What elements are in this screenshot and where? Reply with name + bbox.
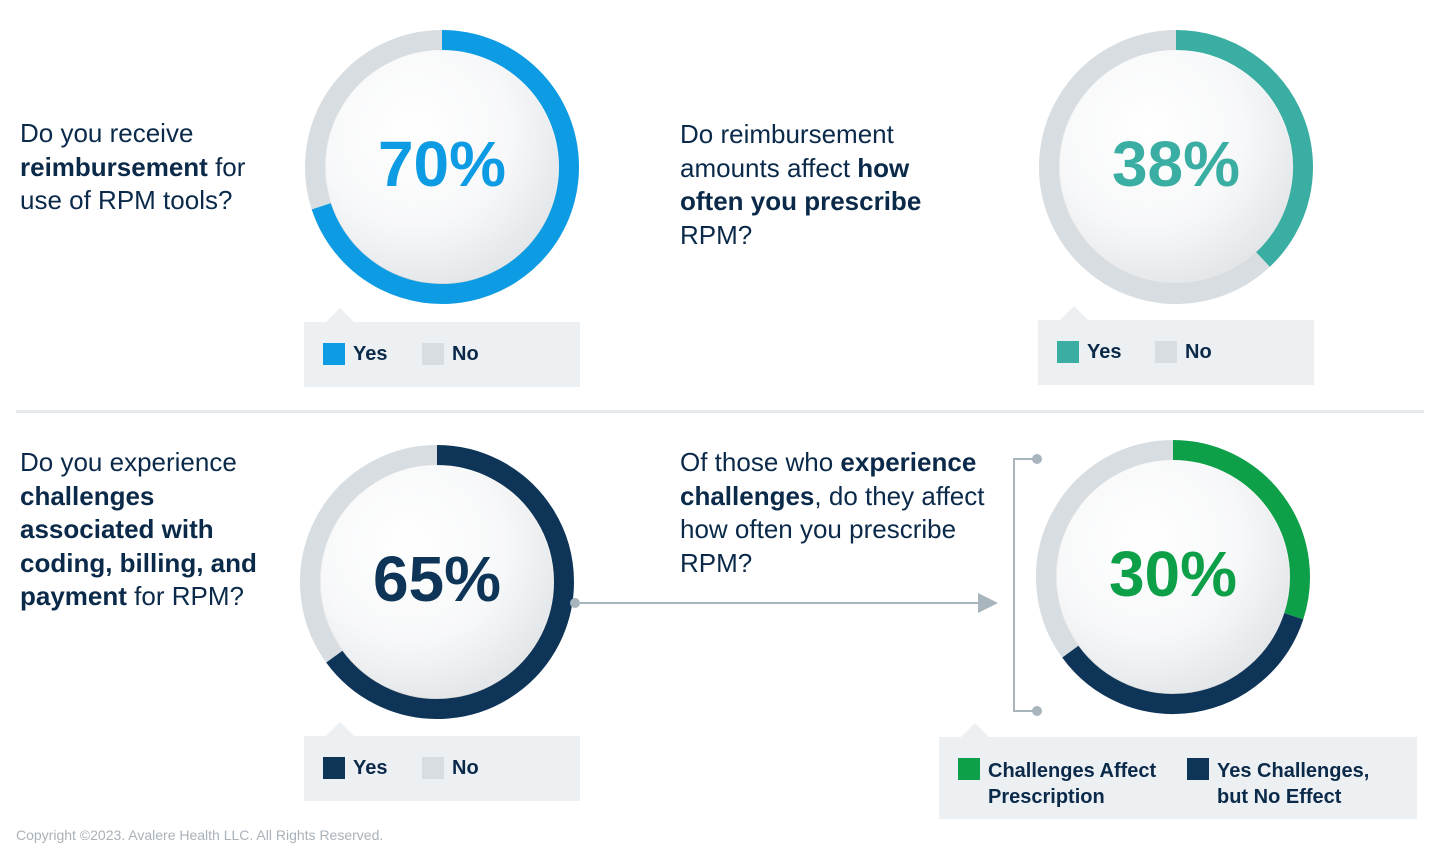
legend-label-challenges-affect: Challenges Affect Prescription	[988, 760, 1157, 808]
legend-item-yes: Yes	[323, 343, 387, 366]
donut-segment-no	[300, 445, 438, 663]
question-challenges-effect: Of those who experience challenges, do t…	[680, 446, 1005, 580]
legend-item-no: No	[1155, 341, 1212, 364]
donut-segment-yes	[311, 30, 579, 304]
legend-label-no-effect: Yes Challenges, but No Effect	[1217, 760, 1370, 808]
question-prescribing-frequency: Do reimbursement amounts affect how ofte…	[680, 118, 930, 252]
legend-challenges-effect: Challenges Affect Prescription Yes Chall…	[939, 723, 1417, 819]
question-text: Do you receive	[20, 118, 194, 148]
legend-swatch-no	[1155, 341, 1177, 363]
donut-center-label: 30%	[1109, 538, 1237, 610]
legend-item-yes: Yes	[1057, 341, 1121, 364]
legend-label-yes: Yes	[1087, 341, 1122, 363]
question-text: Of those who	[680, 447, 841, 477]
legend-challenges: Yes No	[304, 722, 580, 801]
legend-label-yes: Yes	[353, 757, 388, 779]
legend-swatch-no-effect	[1187, 758, 1209, 780]
question-text: Do reimbursement amounts affect	[680, 119, 894, 183]
legend-item-no: No	[422, 343, 479, 366]
legend-swatch-challenges-affect	[958, 758, 980, 780]
question-emphasis: how often you prescribe	[680, 152, 922, 217]
legend-item-challenges-affect: Challenges Affect Prescription	[958, 758, 1173, 810]
donut-segment-yes-challenges-but-no-effect	[1062, 613, 1304, 714]
section-divider	[16, 410, 1424, 413]
question-text: , do they affect how often you prescribe…	[680, 480, 985, 578]
legend-swatch-yes	[323, 343, 345, 365]
donut-segment-no	[1036, 440, 1174, 658]
donut-center-disc	[321, 466, 553, 698]
donut-chart-prescribing-frequency: 38%	[1039, 30, 1313, 304]
donut-segment-no	[1039, 30, 1270, 304]
question-reimbursement: Do you receive reimbursement for use of …	[20, 117, 280, 218]
legend-label-yes: Yes	[353, 343, 388, 365]
donut-center-label: 70%	[378, 128, 506, 200]
donut-segment-yes	[326, 445, 574, 719]
question-text: RPM?	[680, 219, 753, 250]
legend-swatch-no	[422, 757, 444, 779]
question-emphasis: reimbursement	[20, 151, 208, 182]
legend-swatch-yes	[323, 757, 345, 779]
donut-center-label: 38%	[1112, 128, 1240, 200]
legend-item-yes: Yes	[323, 757, 387, 780]
legend-swatch-no	[422, 343, 444, 365]
question-emphasis: challenges associated with coding, billi…	[20, 480, 257, 612]
donut-center-disc	[1057, 461, 1289, 693]
donut-center-label: 65%	[373, 543, 501, 615]
legend-swatch-yes	[1057, 341, 1079, 363]
legend-item-no-effect: Yes Challenges, but No Effect	[1187, 758, 1402, 810]
legend-label-no: No	[452, 757, 479, 779]
donut-chart-reimbursement: 70%	[305, 30, 579, 304]
donut-segment-no	[305, 30, 443, 210]
donut-segment-challenges-affect-prescription	[1172, 440, 1310, 620]
legend-label-no: No	[1185, 341, 1212, 363]
question-coding-billing-challenges: Do you experience challenges associated …	[20, 446, 270, 614]
donut-center-disc	[326, 51, 558, 283]
donut-center-disc	[1060, 51, 1292, 283]
question-text: for RPM?	[126, 581, 244, 611]
legend-item-no: No	[422, 757, 479, 780]
question-emphasis: experience challenges	[680, 447, 977, 511]
copyright-notice: Copyright ©2023. Avalere Health LLC. All…	[16, 827, 384, 843]
donut-segment-yes	[1175, 30, 1313, 267]
legend-prescribing-frequency: Yes No	[1038, 306, 1314, 385]
donut-chart-challenges-effect: 30%	[1036, 440, 1310, 714]
donut-chart-challenges: 65%	[300, 445, 574, 719]
legend-label-no: No	[452, 343, 479, 365]
question-text: Do you experience	[20, 447, 237, 477]
question-text: for use of RPM tools?	[20, 151, 246, 216]
legend-reimbursement: Yes No	[304, 308, 580, 387]
